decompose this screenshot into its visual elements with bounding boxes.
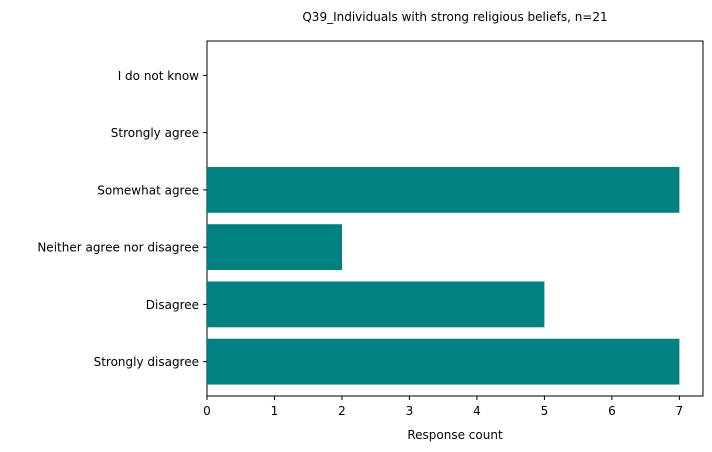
bar-neither-agree-nor-disagree	[207, 224, 342, 271]
x-tick-label: 2	[338, 404, 346, 418]
y-tick-label: Neither agree nor disagree	[37, 241, 199, 255]
x-tick-label: 3	[406, 404, 414, 418]
x-tick-label: 0	[203, 404, 211, 418]
x-axis-label: Response count	[407, 428, 503, 442]
x-tick-label: 7	[676, 404, 684, 418]
x-tick-label: 5	[541, 404, 549, 418]
bar-strongly-disagree	[207, 338, 680, 385]
x-ticks-group: 0 1 2 3 4 5 6 7	[203, 396, 683, 418]
chart-title: Q39_Individuals with strong religious be…	[302, 10, 607, 24]
x-tick-label: 4	[473, 404, 481, 418]
y-tick-label: Somewhat agree	[97, 183, 199, 197]
x-tick-label: 1	[271, 404, 279, 418]
y-ticks-group: Strongly disagree Disagree Neither agree n…	[37, 69, 207, 369]
plot-area	[206, 40, 704, 397]
y-tick-label: I do not know	[118, 69, 199, 83]
y-tick-label: Disagree	[146, 298, 199, 312]
x-tick-label: 6	[608, 404, 616, 418]
y-tick-label: Strongly agree	[111, 126, 199, 140]
bar-disagree	[207, 281, 545, 328]
bars-group	[207, 166, 680, 385]
y-tick-label: Strongly disagree	[94, 355, 199, 369]
bar-somewhat-agree	[207, 166, 680, 213]
